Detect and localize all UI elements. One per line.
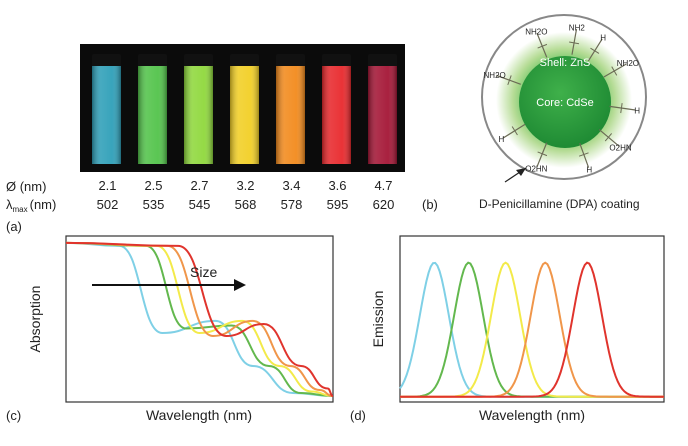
dpa-ligands: NH2O NH2 H NH2O H O2HN H O2HN H NH2O xyxy=(484,23,641,174)
ligand-label: H xyxy=(586,165,592,174)
ligand-chain xyxy=(536,33,548,58)
vial-lambda-value: 620 xyxy=(373,197,395,212)
vial-cap xyxy=(138,54,167,68)
vial-size-value: 3.6 xyxy=(328,178,346,193)
panel-b: Shell: ZnS Core: CdSe NH2O NH2 H NH2O H O2HN H… xyxy=(422,14,647,212)
ligand-branch xyxy=(507,75,512,86)
ligand-chain xyxy=(603,63,627,78)
vial-glass-shading xyxy=(368,66,397,164)
absorption-series xyxy=(65,241,334,397)
vial-lambda-value: 578 xyxy=(281,197,303,212)
vial-lambda-value: 595 xyxy=(327,197,349,212)
size-row-label: Ø (nm) xyxy=(6,179,46,194)
ligand-chain xyxy=(571,28,578,55)
size-arrow-head xyxy=(234,279,246,291)
ligand-label: H xyxy=(600,33,606,42)
vial-size-value: 4.7 xyxy=(374,178,392,193)
ligand-chain xyxy=(587,38,603,62)
emission-series xyxy=(399,261,664,398)
ligand-label: NH2O xyxy=(617,59,639,68)
ligand-chain xyxy=(609,105,636,111)
panel-a: 2.1 502 2.5 535 2.7 545 3.2 568 3.4 578 3.6 595 4.7 6… xyxy=(6,44,405,234)
vial-glass-shading xyxy=(92,66,121,164)
vial-glass-shading xyxy=(138,66,167,164)
ligand-chain xyxy=(536,142,548,167)
vial-size-value: 2.1 xyxy=(98,178,116,193)
vial-size-value: 3.4 xyxy=(282,178,300,193)
ligand-label: H xyxy=(499,135,505,144)
vial-lambda-value: 545 xyxy=(189,197,211,212)
panel-a-label: (a) xyxy=(6,219,22,234)
ligand-chain xyxy=(496,74,521,85)
ligand-chain xyxy=(579,143,590,168)
vial-cap xyxy=(368,54,397,68)
coating-caption: D-Penicillamine (DPA) coating xyxy=(479,197,640,211)
ligand-label: O2HN xyxy=(609,143,631,152)
ligand-label: NH2 xyxy=(569,23,586,32)
ligand-branch xyxy=(578,152,589,157)
ligand-chain xyxy=(502,123,526,139)
lambda-row-label: λmax (nm) xyxy=(6,197,56,214)
ligand-branch xyxy=(620,103,623,114)
vial-glass-shading xyxy=(322,66,351,164)
emission-ylabel: Emission xyxy=(370,291,386,348)
absorption-curve-1 xyxy=(65,241,334,397)
absorption-ylabel: Absorption xyxy=(27,286,43,353)
vial-values: 2.1 502 2.5 535 2.7 545 3.2 568 3.4 578 3.6 595 4.7 6… xyxy=(97,178,395,212)
vial-glass-shading xyxy=(230,66,259,164)
ligand-chain xyxy=(598,129,620,147)
vial-lambda-value: 535 xyxy=(143,197,165,212)
emission-xlabel: Wavelength (nm) xyxy=(479,407,585,423)
panel-d: Emission Wavelength (nm) (d) xyxy=(350,235,665,423)
panel-c-label: (c) xyxy=(6,408,21,423)
ligand-branch xyxy=(511,126,518,136)
vial-size-value: 2.5 xyxy=(144,178,162,193)
ligand-branch xyxy=(537,43,548,49)
absorption-plot-frame xyxy=(65,235,334,403)
absorption-xlabel: Wavelength (nm) xyxy=(146,407,252,423)
emission-plot-frame xyxy=(399,235,665,403)
vial-lambda-value: 568 xyxy=(235,197,257,212)
ligand-label: NH2O xyxy=(484,71,506,80)
vial-cap xyxy=(230,54,259,68)
ligand-branch xyxy=(590,47,600,54)
vial-cap xyxy=(322,54,351,68)
ligand-branch xyxy=(611,66,618,76)
vial-glass-shading xyxy=(276,66,305,164)
vial-lambda-value: 502 xyxy=(97,197,119,212)
vial-cap xyxy=(184,54,213,68)
panel-b-label: (b) xyxy=(422,197,438,212)
panel-d-label: (d) xyxy=(350,408,366,423)
ligand-label: O2HN xyxy=(525,164,547,173)
coating-pointer-arrowhead xyxy=(516,168,526,176)
ligand-branch xyxy=(537,151,548,157)
cdse-core xyxy=(519,56,611,148)
size-arrow-label: Size xyxy=(190,264,217,280)
vial-cap xyxy=(92,54,121,68)
ligand-branch xyxy=(604,133,613,142)
vial-cap xyxy=(276,54,305,68)
vial-size-value: 3.2 xyxy=(236,178,254,193)
vial-size-value: 2.7 xyxy=(190,178,208,193)
ligand-label: NH2O xyxy=(525,28,547,37)
vial-glass-shading xyxy=(184,66,213,164)
panel-c: Size Absorption Wavelength (nm) (c) xyxy=(6,235,334,423)
core-label: Core: CdSe xyxy=(536,97,593,109)
absorption-curve-5 xyxy=(65,241,334,397)
vial-row xyxy=(92,54,397,164)
emission-curve-5 xyxy=(400,261,664,398)
shell-label: Shell: ZnS xyxy=(540,57,591,69)
ligand-branch xyxy=(569,41,580,45)
ligand-label: H xyxy=(634,106,640,115)
